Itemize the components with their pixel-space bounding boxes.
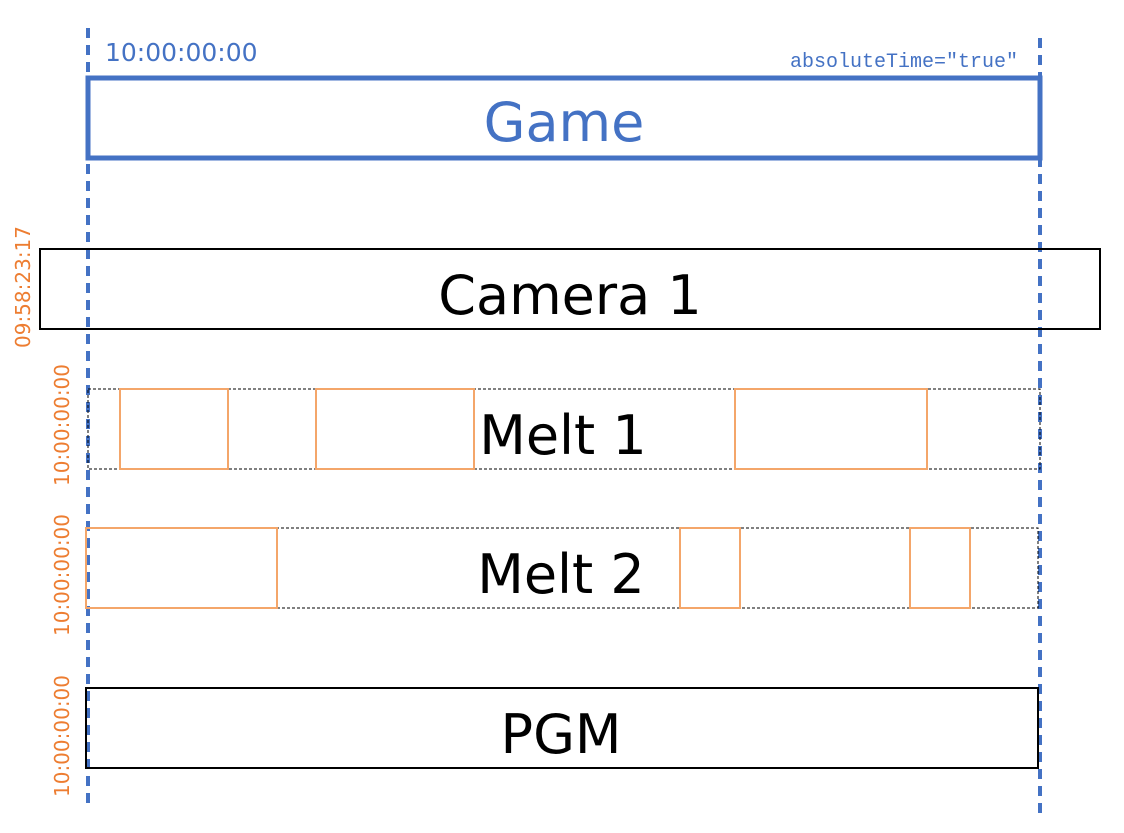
melt-1-label: Melt 1 [479, 404, 647, 467]
pgm-time: 10:00:00:00 [50, 675, 74, 797]
melt-1-clip [119, 388, 229, 470]
game-label: Game [484, 91, 645, 154]
pgm-label: PGM [501, 703, 622, 766]
melt-1-clip [734, 388, 928, 470]
melt-2-clip [679, 527, 741, 609]
melt-2-clip [85, 527, 278, 609]
absolute-time-attribute: absoluteTime="true" [790, 51, 1018, 74]
camera-1-track [39, 248, 1101, 330]
melt-1-clip [315, 388, 475, 470]
melt-2-track [85, 527, 1039, 609]
camera-1-label: Camera 1 [438, 264, 701, 327]
game-start-time: 10:00:00:00 [105, 38, 258, 67]
pgm-track [85, 687, 1039, 769]
melt-2-time: 10:00:00:00 [50, 514, 74, 636]
melt-2-label: Melt 2 [477, 543, 645, 606]
melt-1-time: 10:00:00:00 [50, 364, 74, 486]
melt-2-clip [909, 527, 971, 609]
melt-1-track [87, 388, 1041, 470]
camera-1-time: 09:58:23:17 [11, 226, 35, 348]
game-box [85, 75, 1043, 161]
